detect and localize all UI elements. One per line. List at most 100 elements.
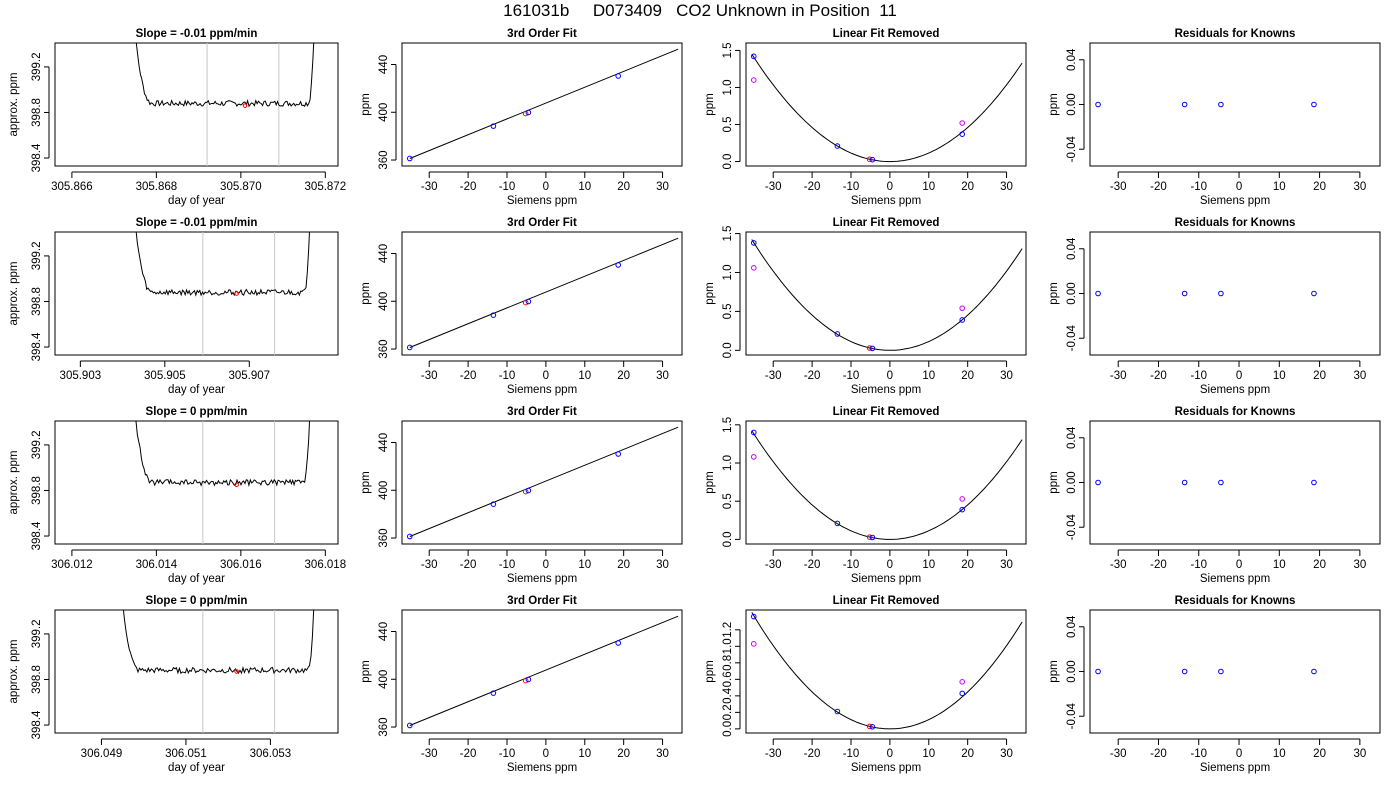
data-point xyxy=(959,679,966,685)
x-tick-label: 306.049 xyxy=(81,748,123,760)
data-point xyxy=(959,506,966,513)
x-tick-label: -20 xyxy=(1150,181,1167,193)
y-tick-label: -0.04 xyxy=(1066,325,1078,352)
x-tick-label: 20 xyxy=(617,370,630,382)
concentration-trace xyxy=(135,232,310,297)
x-tick-label: -10 xyxy=(1190,559,1207,571)
x-tick-label: 10 xyxy=(922,559,935,571)
y-tick-label: 0.04 xyxy=(1066,48,1078,71)
plot-frame xyxy=(1089,231,1381,356)
data-point xyxy=(834,143,841,149)
panel-scatter: Residuals for Knowns -30 -20 -10 0 10 20 30 Siem… xyxy=(1048,217,1381,396)
x-tick-label: -10 xyxy=(499,748,516,760)
x-tick-label: -20 xyxy=(1150,559,1167,571)
data-point xyxy=(750,77,757,83)
data-point xyxy=(869,345,876,352)
panel-scatter: Residuals for Knowns -30 -20 -10 0 10 20 30 Siem… xyxy=(1048,406,1381,585)
y-tick-label: 0.04 xyxy=(1066,615,1078,638)
data-point xyxy=(406,155,413,162)
data-point xyxy=(750,265,757,271)
plot-area xyxy=(406,237,679,351)
data-point xyxy=(406,344,413,351)
x-tick-label: -10 xyxy=(499,370,516,382)
x-tick-label: -30 xyxy=(421,181,438,193)
y-tick-label: 360 xyxy=(378,528,390,547)
data-point xyxy=(959,131,966,137)
x-tick-label: -20 xyxy=(1150,748,1167,760)
data-point xyxy=(522,110,529,117)
x-tick-label: 10 xyxy=(1273,559,1286,571)
y-tick-label: 399.2 xyxy=(31,53,43,82)
x-tick-label: 30 xyxy=(1000,559,1013,571)
y-tick-label: 360 xyxy=(378,150,390,169)
y-tick-label: 0.00 xyxy=(1066,93,1078,115)
y-tick-label: 1.5 xyxy=(722,42,734,58)
y-tick-label: 400 xyxy=(378,103,390,122)
panel-title: 3rd Order Fit xyxy=(507,406,577,418)
y-axis-label: ppm xyxy=(360,93,372,115)
panel-title: Residuals for Knowns xyxy=(1175,595,1296,607)
plot-area xyxy=(135,421,311,544)
x-axis-label: Siemens ppm xyxy=(507,195,577,207)
y-tick-label: 1.0 xyxy=(722,79,734,95)
y-tick-label: 398.4 xyxy=(31,710,43,739)
y-tick-label: 0.0 xyxy=(722,154,734,170)
panel-scatter_curve: Linear Fit Removed -30 -20 -10 0 10 20 30 Siemen… xyxy=(704,406,1027,585)
x-tick-label: 0 xyxy=(1236,748,1242,760)
plot-area xyxy=(1095,668,1317,675)
y-tick-label: 440 xyxy=(378,244,390,263)
data-point xyxy=(869,156,876,163)
data-point xyxy=(834,331,841,337)
y-tick-label: 1.0 xyxy=(722,264,734,280)
data-point xyxy=(959,690,966,697)
fit-curve xyxy=(751,612,1023,730)
x-tick-label: -10 xyxy=(499,559,516,571)
y-tick-label: 0.00 xyxy=(1066,471,1078,493)
panel-title: Slope = -0.01 ppm/min xyxy=(136,217,258,229)
plot-area xyxy=(406,615,679,729)
x-tick-label: 0 xyxy=(1236,181,1242,193)
data-point xyxy=(525,676,532,683)
x-tick-label: 0 xyxy=(543,748,549,760)
data-point xyxy=(866,723,873,730)
data-point xyxy=(1218,290,1224,297)
x-tick-label: -30 xyxy=(421,559,438,571)
y-tick-label: 0.04 xyxy=(1066,237,1078,260)
y-tick-label: 400 xyxy=(378,481,390,500)
data-point xyxy=(959,305,966,312)
panel-title: Residuals for Knowns xyxy=(1175,28,1296,40)
y-tick-label: 440 xyxy=(378,55,390,74)
y-axis-label: ppm xyxy=(1048,471,1060,493)
y-tick-label: 1.0 xyxy=(722,638,734,654)
data-point xyxy=(522,677,529,684)
panel-scatter_curve: Linear Fit Removed -30 -20 -10 0 10 20 30 Siemen… xyxy=(704,217,1027,396)
plot-frame xyxy=(401,42,683,167)
panel-scatter: Residuals for Knowns -30 -20 -10 0 10 20 30 Siem… xyxy=(1048,28,1381,207)
data-point xyxy=(615,73,622,79)
y-axis-label: ppm xyxy=(1048,282,1060,304)
x-tick-label: -20 xyxy=(460,181,477,193)
x-tick-label: -10 xyxy=(1190,181,1207,193)
x-tick-label: -20 xyxy=(460,559,477,571)
sample-mean-point xyxy=(234,482,239,488)
x-tick-label: 30 xyxy=(1000,370,1013,382)
x-tick-label: 20 xyxy=(961,370,974,382)
plot-area xyxy=(135,43,315,166)
y-tick-label: 0.00 xyxy=(1066,282,1078,304)
y-tick-label: 398.4 xyxy=(31,143,43,172)
x-tick-label: 0 xyxy=(887,748,893,760)
data-point xyxy=(866,156,873,163)
x-tick-label: -30 xyxy=(765,370,782,382)
data-point xyxy=(959,317,966,323)
x-axis-label: Siemens ppm xyxy=(507,573,577,585)
x-tick-label: 10 xyxy=(922,181,935,193)
x-tick-label: 0 xyxy=(887,181,893,193)
data-point xyxy=(1311,290,1317,297)
x-tick-label: 305.870 xyxy=(220,181,262,193)
panel-scatter_fit: 3rd Order Fit -30 -20 -10 0 10 20 30 Siemens ppm… xyxy=(360,28,683,207)
data-point xyxy=(522,299,529,306)
y-tick-label: 398.8 xyxy=(31,98,43,127)
data-point xyxy=(1095,101,1101,108)
data-point xyxy=(490,312,497,318)
